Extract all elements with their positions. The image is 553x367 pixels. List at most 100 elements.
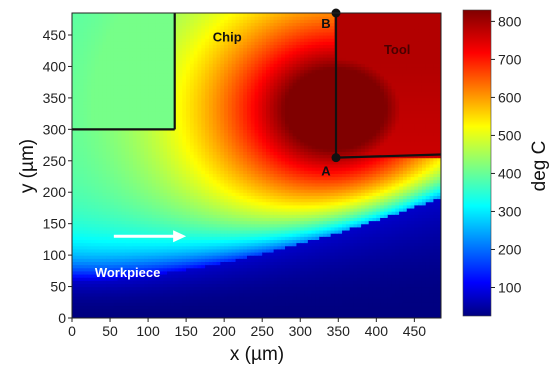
heatmap-cell (193, 226, 199, 231)
heatmap-cell (113, 132, 119, 137)
heatmap-cell (201, 229, 206, 234)
heatmap-cell (201, 145, 206, 149)
heatmap-cell (246, 280, 252, 285)
heatmap-cell (174, 311, 180, 316)
heatmap-cell (205, 160, 210, 165)
heatmap-cell (235, 273, 240, 278)
heatmap-cell (113, 25, 119, 30)
heatmap-cell (262, 220, 267, 225)
heatmap-cell (125, 189, 130, 193)
heatmap-cell (174, 192, 180, 196)
heatmap-cell (163, 229, 168, 234)
heatmap-cell (220, 248, 225, 253)
heatmap-cell (151, 261, 157, 266)
heatmap-cell (250, 211, 256, 215)
heatmap-cell (186, 126, 191, 130)
heatmap-cell (201, 223, 206, 228)
heatmap-cell (91, 167, 96, 171)
heatmap-cell (167, 47, 172, 52)
heatmap-cell (239, 97, 244, 102)
heatmap-cell (239, 267, 244, 272)
heatmap-cell (151, 305, 157, 310)
heatmap-cell (186, 214, 191, 218)
heatmap-cell (216, 82, 221, 86)
heatmap-cell (75, 148, 81, 152)
heatmap-cell (197, 19, 202, 24)
heatmap-cell (254, 195, 259, 200)
heatmap-cell (231, 53, 237, 58)
heatmap-cell (243, 31, 248, 36)
heatmap-cell (91, 233, 96, 237)
heatmap-cell (83, 295, 88, 300)
heatmap-cell (186, 60, 191, 64)
heatmap-cell (106, 91, 111, 96)
heatmap-cell (193, 141, 199, 146)
heatmap-cell (136, 273, 142, 278)
heatmap-cell (197, 264, 202, 269)
heatmap-cell (129, 25, 134, 30)
heatmap-cell (239, 308, 244, 313)
heatmap-cell (83, 292, 88, 297)
heatmap-cell (106, 258, 111, 262)
heatmap-cell (220, 22, 225, 27)
heatmap-cell (189, 283, 195, 288)
heatmap-cell (113, 135, 119, 140)
heatmap-cell (205, 207, 210, 212)
heatmap-cell (178, 141, 183, 146)
heatmap-cell (193, 66, 199, 71)
heatmap-cell (250, 91, 256, 96)
heatmap-cell (79, 277, 85, 281)
heatmap-cell (239, 176, 244, 181)
heatmap-cell (224, 308, 229, 313)
heatmap-cell (186, 157, 191, 162)
heatmap-cell (193, 255, 199, 259)
heatmap-cell (148, 189, 153, 193)
heatmap-cell (113, 44, 119, 49)
heatmap-cell (231, 107, 237, 112)
heatmap-cell (224, 170, 229, 174)
heatmap-cell (136, 267, 142, 272)
heatmap-cell (132, 91, 138, 96)
heatmap-cell (72, 204, 77, 209)
heatmap-cell (235, 176, 240, 181)
heatmap-cell (205, 176, 210, 181)
heatmap-cell (110, 44, 115, 49)
heatmap-cell (94, 267, 100, 272)
heatmap-cell (231, 50, 237, 55)
heatmap-cell (258, 267, 263, 272)
heatmap-cell (174, 110, 180, 115)
heatmap-cell (98, 154, 104, 159)
heatmap-cell (193, 198, 199, 203)
heatmap-cell (144, 189, 149, 193)
heatmap-cell (170, 176, 176, 181)
heatmap-cell (258, 277, 263, 281)
heatmap-cell (72, 192, 77, 196)
heatmap-cell (208, 173, 214, 178)
heatmap-cell (98, 101, 104, 105)
heatmap-cell (208, 160, 214, 165)
heatmap-cell (243, 258, 248, 262)
heatmap-cell (148, 85, 153, 90)
heatmap-cell (224, 79, 229, 83)
heatmap-cell (220, 251, 225, 256)
heatmap-cell (106, 97, 111, 102)
heatmap-cell (243, 248, 248, 253)
heatmap-cell (163, 277, 168, 281)
heatmap-cell (102, 50, 107, 55)
heatmap-cell (94, 207, 100, 212)
heatmap-cell (227, 261, 233, 266)
heatmap-cell (72, 138, 77, 143)
heatmap-cell (197, 179, 202, 184)
heatmap-cell (83, 126, 88, 130)
heatmap-cell (197, 192, 202, 196)
heatmap-cell (231, 195, 237, 200)
heatmap-cell (167, 302, 172, 307)
heatmap-cell (216, 211, 221, 215)
heatmap-cell (121, 157, 126, 162)
heatmap-cell (189, 245, 195, 250)
heatmap-cell (102, 277, 107, 281)
heatmap-cell (174, 85, 180, 90)
heatmap-cell (144, 119, 149, 124)
heatmap-cell (121, 201, 126, 206)
heatmap-cell (155, 248, 161, 253)
